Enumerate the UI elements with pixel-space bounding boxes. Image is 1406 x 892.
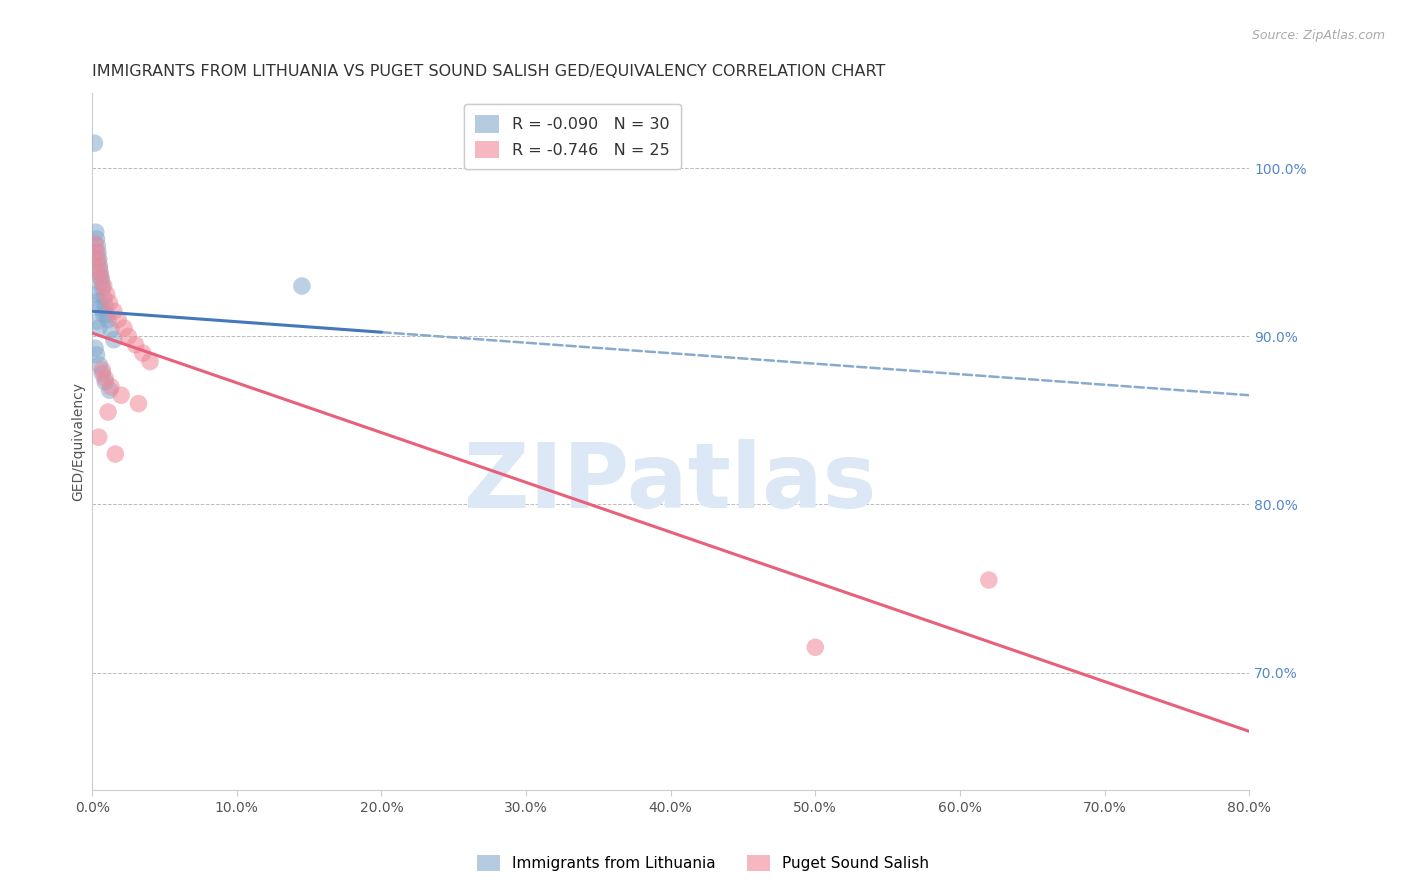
Legend: Immigrants from Lithuania, Puget Sound Salish: Immigrants from Lithuania, Puget Sound S… bbox=[471, 849, 935, 877]
Point bbox=[86, 238, 108, 252]
Point bbox=[117, 329, 139, 343]
Point bbox=[87, 245, 110, 260]
Point bbox=[132, 346, 155, 360]
Point bbox=[89, 358, 111, 372]
Point bbox=[94, 375, 117, 389]
Point bbox=[87, 294, 110, 309]
Point bbox=[94, 371, 117, 385]
Point bbox=[139, 354, 162, 368]
Point bbox=[90, 276, 112, 290]
Point bbox=[89, 259, 111, 273]
Point bbox=[91, 363, 114, 377]
Point bbox=[291, 279, 314, 293]
Point bbox=[86, 314, 108, 328]
Point bbox=[86, 348, 108, 362]
Point bbox=[96, 308, 118, 322]
Point bbox=[89, 262, 111, 277]
Point bbox=[84, 341, 107, 355]
Point bbox=[127, 396, 149, 410]
Point bbox=[98, 383, 121, 397]
Text: ZIPatlas: ZIPatlas bbox=[464, 439, 877, 527]
Point bbox=[97, 312, 120, 326]
Point bbox=[112, 321, 135, 335]
Point bbox=[93, 279, 115, 293]
Point bbox=[100, 380, 122, 394]
Point bbox=[90, 270, 112, 285]
Y-axis label: GED/Equivalency: GED/Equivalency bbox=[72, 382, 86, 501]
Point bbox=[84, 237, 107, 252]
Point bbox=[104, 447, 127, 461]
Point bbox=[86, 232, 108, 246]
Point bbox=[98, 295, 121, 310]
Text: IMMIGRANTS FROM LITHUANIA VS PUGET SOUND SALISH GED/EQUIVALENCY CORRELATION CHAR: IMMIGRANTS FROM LITHUANIA VS PUGET SOUND… bbox=[93, 64, 886, 79]
Point bbox=[977, 573, 1000, 587]
Point bbox=[87, 252, 110, 266]
Point bbox=[87, 321, 110, 335]
Point bbox=[90, 301, 112, 315]
Point bbox=[84, 287, 107, 301]
Point bbox=[804, 640, 827, 655]
Point bbox=[124, 338, 146, 352]
Point bbox=[110, 388, 132, 402]
Point bbox=[97, 405, 120, 419]
Point bbox=[93, 291, 115, 305]
Point bbox=[83, 136, 105, 150]
Point bbox=[100, 323, 122, 337]
Point bbox=[90, 270, 112, 285]
Point bbox=[96, 287, 118, 301]
Legend: R = -0.090   N = 30, R = -0.746   N = 25: R = -0.090 N = 30, R = -0.746 N = 25 bbox=[464, 104, 681, 169]
Point bbox=[86, 245, 108, 260]
Point bbox=[87, 253, 110, 268]
Point bbox=[103, 304, 125, 318]
Point bbox=[94, 299, 117, 313]
Text: Source: ZipAtlas.com: Source: ZipAtlas.com bbox=[1251, 29, 1385, 42]
Point bbox=[93, 308, 115, 322]
Point bbox=[89, 266, 111, 280]
Point bbox=[91, 280, 114, 294]
Point bbox=[87, 430, 110, 444]
Point bbox=[103, 333, 125, 347]
Point bbox=[107, 312, 129, 326]
Point bbox=[84, 225, 107, 239]
Point bbox=[91, 367, 114, 381]
